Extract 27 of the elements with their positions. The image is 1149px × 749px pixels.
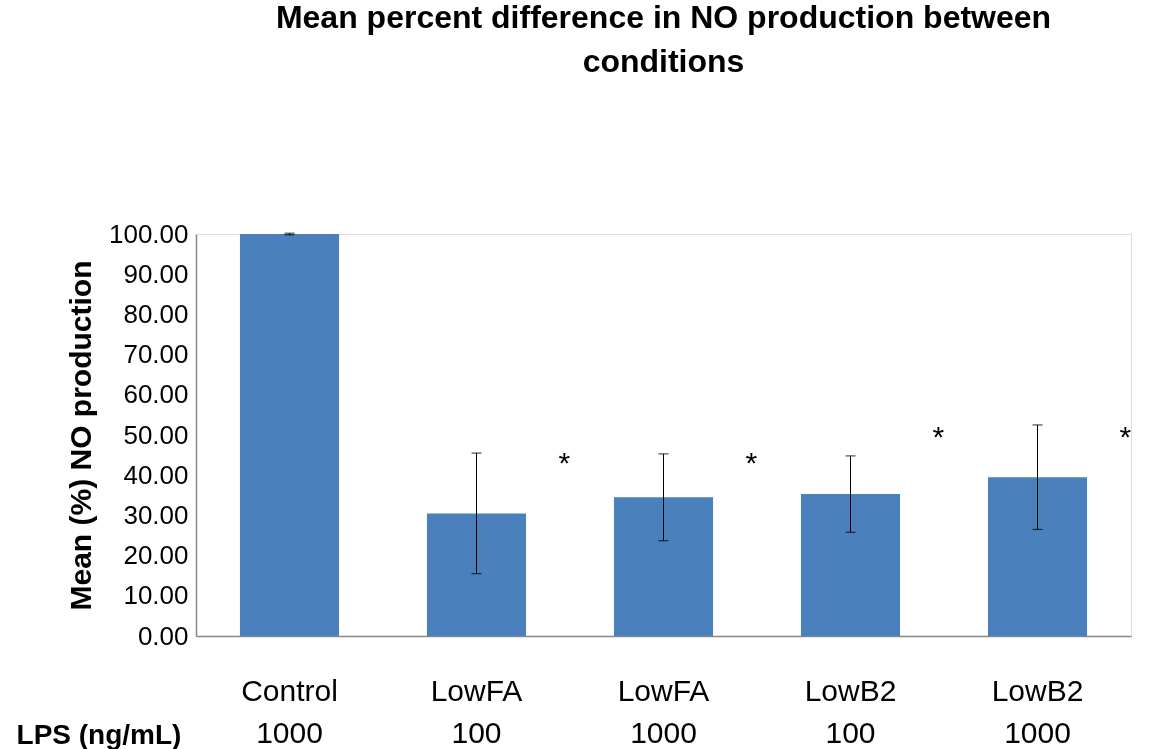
x-tick-label: LowFA 100 bbox=[430, 673, 523, 749]
bar bbox=[239, 234, 340, 636]
x-tick-label: LowB2 100 bbox=[804, 673, 897, 749]
y-tick-label: 0.00 bbox=[137, 620, 189, 651]
y-tick-label: 10.00 bbox=[123, 580, 189, 611]
y-tick-label: 30.00 bbox=[123, 499, 189, 530]
x-tick-label: LowB2 1000 bbox=[991, 673, 1084, 749]
y-tick-label: 100.00 bbox=[108, 218, 189, 249]
bar bbox=[426, 513, 527, 636]
y-tick-label: 80.00 bbox=[123, 298, 189, 329]
y-tick-label: 70.00 bbox=[123, 339, 189, 370]
bar bbox=[613, 497, 714, 636]
annotation: * bbox=[932, 420, 945, 453]
annotation: * bbox=[1119, 420, 1132, 453]
y-tick-label: 40.00 bbox=[123, 459, 189, 490]
y-tick-label: 50.00 bbox=[123, 419, 189, 450]
annotation: * bbox=[558, 446, 571, 479]
y-axis-title: Mean (%) NO production bbox=[63, 260, 97, 611]
chart-title: Mean percent difference in NO production between conditions bbox=[275, 0, 1052, 79]
bar bbox=[800, 494, 901, 636]
annotation: * bbox=[745, 446, 758, 479]
x-tick-label: LowFA 1000 bbox=[617, 673, 710, 749]
y-tick-label: 20.00 bbox=[123, 540, 189, 571]
bar bbox=[987, 477, 1088, 636]
x-tick-label: Control 1000 bbox=[241, 673, 338, 749]
y-tick-label: 90.00 bbox=[123, 258, 189, 289]
y-tick-label: 60.00 bbox=[123, 379, 189, 410]
